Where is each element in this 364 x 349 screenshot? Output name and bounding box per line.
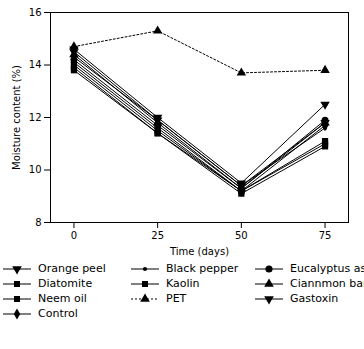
svg-text:0: 0: [71, 230, 77, 241]
html-text:Neem oil: Neem oil: [38, 292, 87, 305]
svg-text:75: 75: [319, 230, 332, 241]
svg-text:25: 25: [151, 230, 164, 241]
svg-text:50: 50: [235, 230, 248, 241]
html-text:Kaolin: Kaolin: [166, 277, 200, 290]
svg-text:14: 14: [29, 59, 42, 70]
html-text:Gastoxin: Gastoxin: [290, 292, 339, 305]
html-text:Orange peel: Orange peel: [38, 262, 106, 275]
html-text:Control: Control: [38, 307, 78, 320]
html-text:Black pepper: Black pepper: [166, 262, 239, 275]
svg-text:10: 10: [29, 164, 42, 175]
svg-text:16: 16: [29, 7, 42, 18]
svg-text:Time (days): Time (days): [169, 246, 229, 257]
svg-text:8: 8: [35, 217, 41, 228]
svg-text:Moisture content (%): Moisture content (%): [11, 65, 22, 170]
html-text:Diatomite: Diatomite: [38, 277, 93, 290]
html-text:PET: PET: [166, 292, 187, 305]
svg-text:12: 12: [29, 112, 42, 123]
